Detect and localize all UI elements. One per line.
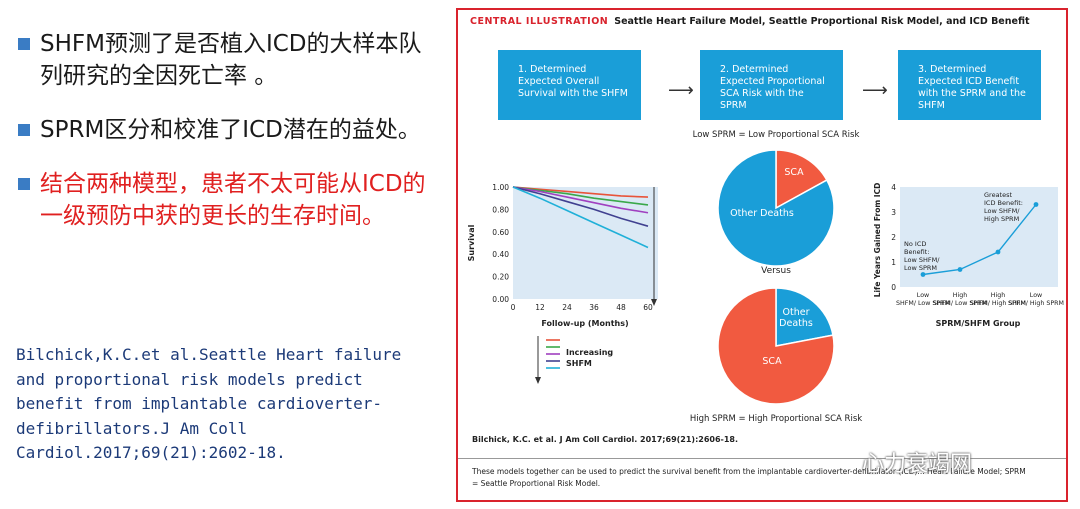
step-box-3: 3. Determined Expected ICD Benefit with … (898, 50, 1041, 120)
central-illustration: CENTRAL ILLUSTRATION Seattle Heart Failur… (456, 8, 1068, 502)
divider (458, 458, 1066, 459)
benefit-y-tick: 4 (891, 183, 896, 192)
reference-citation: Bilchick,K.C.et al.Seattle Heart failure… (16, 345, 402, 462)
survival-y-label: Survival (467, 224, 476, 261)
bullet-item: 结合两种模型，患者不太可能从ICD的一级预防中获的更长的生存时间。 (18, 168, 438, 232)
survival-x-tick: 48 (616, 303, 626, 312)
pie-slice-label: Other Deaths (730, 208, 794, 219)
survival-x-tick: 60 (643, 303, 653, 312)
legend-label: Increasing SHFM (566, 348, 613, 368)
bullet-text: SHFM预测了是否植入ICD的大样本队列研究的全因死亡率 。 (40, 31, 422, 89)
illustration-heading: CENTRAL ILLUSTRATION Seattle Heart Failur… (470, 16, 1030, 27)
bullet-text: 结合两种模型，患者不太可能从ICD的一级预防中获的更长的生存时间。 (40, 171, 426, 229)
bullet-marker-icon (18, 178, 30, 190)
illustration-citation: Bilchick, K.C. et al. J Am Coll Cardiol.… (472, 435, 739, 444)
arrow-right-icon: ⟶ (862, 80, 888, 101)
survival-x-tick: 0 (511, 303, 516, 312)
illustration-heading-label: CENTRAL ILLUSTRATION (470, 16, 609, 27)
pie-low-sprm: SCA Other Deaths (717, 149, 835, 267)
pie-high-sprm: Other Deaths SCA (717, 287, 835, 405)
pie-slice-label: SCA (784, 167, 804, 178)
bullet-marker-icon (18, 38, 30, 50)
survival-y-tick: 0.00 (492, 295, 509, 304)
arrow-down-icon (535, 377, 541, 384)
survival-series-line (512, 186, 649, 198)
pie-slice-label: SCA (762, 356, 782, 367)
survival-x-label: Follow-up (Months) (541, 319, 628, 328)
benefit-point (920, 272, 926, 277)
survival-series-line (512, 186, 649, 227)
step-box-2: 2. Determined Expected Proportional SCA … (700, 50, 843, 120)
bullet-list: SHFM预测了是否植入ICD的大样本队列研究的全因死亡率 。 SPRM区分和校准… (18, 28, 438, 254)
bullet-item: SHFM预测了是否植入ICD的大样本队列研究的全因死亡率 。 (18, 28, 438, 92)
survival-legend (546, 339, 560, 369)
survival-x-tick: 24 (562, 303, 572, 312)
benefit-annotation: Greatest ICD Benefit: Low SHFM/High SPRM (984, 191, 1023, 223)
survival-y-tick: 0.20 (492, 273, 509, 282)
benefit-x-tick: Low SHFM/ High SPRM (1008, 292, 1064, 307)
benefit-x-label: SPRM/SHFM Group (936, 319, 1021, 328)
benefit-y-label: Life Years Gained From ICD (873, 183, 882, 298)
arrow-right-icon: ⟶ (668, 80, 694, 101)
pie-slice (717, 287, 835, 405)
bullet-text: SPRM区分和校准了ICD潜在的益处。 (40, 117, 421, 143)
survival-plot-area (513, 187, 658, 299)
benefit-annotation: No ICD Benefit: Low SHFM/Low SPRM (904, 240, 940, 272)
survival-x-tick: 12 (535, 303, 545, 312)
survival-y-tick: 0.40 (492, 250, 509, 259)
benefit-x-tick: High SHFM/ Low SPRM (933, 292, 987, 307)
high-sprm-label: High SPRM = High Proportional SCA Risk (690, 414, 862, 424)
survival-y-tick: 0.60 (492, 228, 509, 237)
benefit-x-tick: High SHFM/ High SPRM (970, 292, 1026, 307)
survival-y-tick: 1.00 (492, 183, 509, 192)
benefit-y-tick: 2 (891, 233, 896, 242)
benefit-y-tick: 3 (891, 208, 896, 217)
low-sprm-label: Low SPRM = Low Proportional SCA Risk (693, 130, 860, 140)
benefit-y-tick: 1 (891, 258, 896, 267)
benefit-point (1033, 202, 1039, 207)
survival-series-line (512, 186, 649, 214)
pie-slice (717, 149, 835, 267)
pie-slice (775, 287, 834, 347)
illustration-figure: Low SPRM = Low Proportional SCA Risk Ver… (467, 130, 1064, 424)
survival-y-tick: 0.80 (492, 205, 509, 214)
benefit-plot-area (900, 187, 1058, 287)
survival-series-line (512, 186, 649, 249)
survival-series-line (512, 186, 649, 206)
benefit-x-tick: Low SHFM/ Low SPRM (896, 292, 950, 307)
step-box-1: 1. Determined Expected Overall Survival … (498, 50, 641, 120)
bullet-marker-icon (18, 124, 30, 136)
illustration-footer: These models together can be used to pre… (472, 467, 1026, 488)
survival-chart: Survival Follow-up (Months) 0.00 0.20 0.40… (467, 183, 658, 384)
pie-slice (775, 149, 828, 210)
benefit-y-tick: 0 (891, 283, 896, 292)
watermark-logo: 心力衰竭网 (862, 452, 973, 477)
benefit-point (957, 267, 963, 272)
illustration-heading-title: Seattle Heart Failure Model, Seattle Pro… (614, 16, 1030, 27)
versus-label: Versus (761, 266, 791, 276)
icd-benefit-chart: Life Years Gained From ICD SPRM/SHFM Gro… (873, 183, 1064, 328)
bullet-item: SPRM区分和校准了ICD潜在的益处。 (18, 114, 438, 146)
pie-slice-label: Other Deaths (779, 307, 813, 329)
survival-x-tick: 36 (589, 303, 599, 312)
benefit-series-line (922, 204, 1037, 276)
benefit-point (995, 249, 1001, 255)
arrow-down-icon (651, 299, 657, 306)
